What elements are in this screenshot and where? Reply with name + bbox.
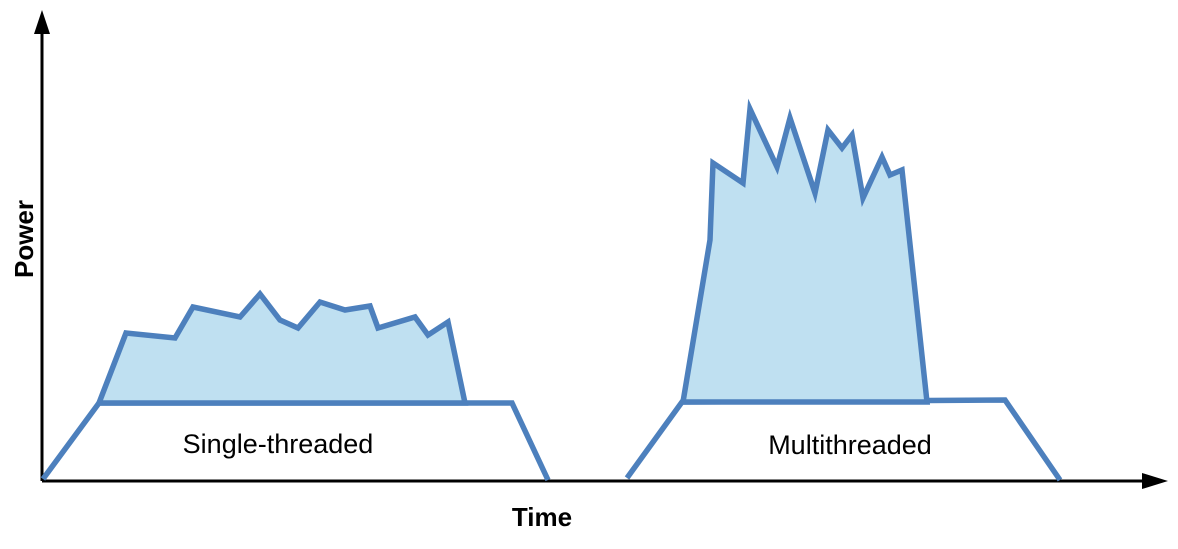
y-axis-arrowhead-icon [34, 10, 50, 34]
y-axis-label: Power [9, 200, 39, 278]
multithreaded-label: Multithreaded [768, 430, 932, 460]
x-axis: Time [42, 473, 1168, 532]
x-axis-arrowhead-icon [1142, 473, 1168, 489]
multithreaded-curve: Multithreaded [624, 98, 1063, 482]
single-threaded-curve: Single-threaded [40, 289, 551, 482]
single-threaded-label: Single-threaded [183, 429, 374, 459]
single-threaded-power-area [94, 289, 469, 406]
y-axis: Power [9, 10, 50, 481]
x-axis-label: Time [512, 502, 572, 532]
multithreaded-power-area [679, 98, 931, 405]
